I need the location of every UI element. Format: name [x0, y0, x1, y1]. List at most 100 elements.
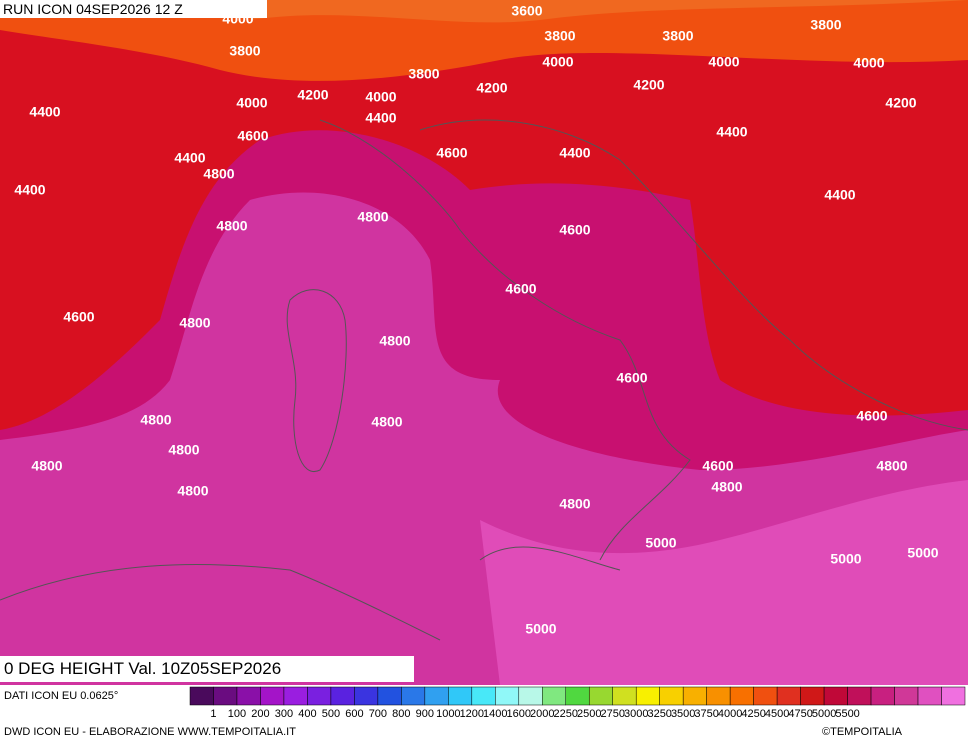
color-scale: 1 100 200 300 400 500 600 700 800 900 1000 1200 1400… — [189, 686, 966, 720]
contour-label: 4800 — [357, 209, 388, 225]
scale-label: 1 — [210, 708, 216, 720]
scale-swatch — [471, 686, 496, 706]
contour-label: 5000 — [830, 551, 861, 567]
contour-label: 4000 — [542, 54, 573, 70]
contour-label: 3600 — [511, 3, 542, 19]
scale-swatch — [588, 686, 613, 706]
contour-label: 4800 — [140, 412, 171, 428]
scale-label: 300 — [275, 708, 293, 720]
source-text: DATI ICON EU 0.0625° — [4, 690, 118, 702]
scale-label: 4250 — [741, 708, 765, 720]
scale-swatch — [917, 686, 942, 706]
scale-label: 5000 — [812, 708, 836, 720]
scale-label: 1400 — [483, 708, 507, 720]
field-title: 0 DEG HEIGHT Val. 10Z05SEP2026 — [0, 656, 414, 682]
contour-label: 4000 — [853, 55, 884, 71]
contour-label: 4800 — [31, 458, 62, 474]
scale-swatch — [236, 686, 261, 706]
scale-label: 5500 — [835, 708, 859, 720]
contour-label: 3800 — [544, 28, 575, 44]
coastline — [319, 119, 968, 561]
contour-label: 5000 — [645, 535, 676, 551]
scale-label: 200 — [251, 708, 269, 720]
contour-label: 4200 — [476, 80, 507, 96]
contour-label: 4600 — [63, 309, 94, 325]
contour-label: 4200 — [885, 95, 916, 111]
contour-label: 4000 — [708, 54, 739, 70]
scale-swatch — [213, 686, 238, 706]
scale-swatch — [260, 686, 285, 706]
scale-swatch — [495, 686, 520, 706]
scale-swatch — [612, 686, 637, 706]
scale-swatch — [542, 686, 567, 706]
contour-label: 4400 — [174, 150, 205, 166]
scale-label: 800 — [392, 708, 410, 720]
scale-swatch — [941, 686, 966, 706]
scale-label: 3000 — [624, 708, 648, 720]
scale-swatch — [354, 686, 379, 706]
scale-swatch — [377, 686, 402, 706]
contour-label: 4400 — [365, 110, 396, 126]
scale-label: 2250 — [554, 708, 578, 720]
scale-swatch — [682, 686, 707, 706]
contour-label: 4800 — [177, 483, 208, 499]
contour-label: 4400 — [29, 104, 60, 120]
scale-swatch — [424, 686, 449, 706]
contour-label: 4800 — [216, 218, 247, 234]
scale-swatch — [776, 686, 801, 706]
scale-swatch — [729, 686, 754, 706]
contour-label: 3800 — [810, 17, 841, 33]
scale-swatch — [307, 686, 332, 706]
coastline — [0, 546, 621, 641]
band-3600 — [250, 0, 968, 23]
coastline — [286, 289, 347, 473]
legend: DATI ICON EU 0.0625° DWD ICON EU - ELABO… — [4, 686, 966, 738]
contour-label: 4400 — [824, 187, 855, 203]
scale-label: 2750 — [600, 708, 624, 720]
contour-label: 4800 — [711, 479, 742, 495]
contour-label: 4800 — [559, 496, 590, 512]
scale-label: 900 — [416, 708, 434, 720]
scale-label: 4750 — [788, 708, 812, 720]
scale-label: 2000 — [530, 708, 554, 720]
scale-label: 3250 — [647, 708, 671, 720]
scale-swatch — [894, 686, 919, 706]
scale-swatch — [847, 686, 872, 706]
contour-label: 4600 — [856, 408, 887, 424]
scale-swatch — [635, 686, 660, 706]
scale-label: 4500 — [765, 708, 789, 720]
scale-label: 1200 — [460, 708, 484, 720]
band-5000 — [480, 480, 968, 685]
contour-label: 4000 — [365, 89, 396, 105]
credit-text: DWD ICON EU - ELABORAZIONE WWW.TEMPOITAL… — [4, 726, 296, 738]
contour-label: 4800 — [203, 166, 234, 182]
scale-swatch — [283, 686, 308, 706]
contour-label: 4800 — [168, 442, 199, 458]
scale-label: 600 — [345, 708, 363, 720]
contour-label: 4400 — [14, 182, 45, 198]
contour-label: 4200 — [297, 87, 328, 103]
scale-swatch — [659, 686, 684, 706]
scale-label: 2500 — [577, 708, 601, 720]
contour-label: 4000 — [236, 95, 267, 111]
contour-label: 4800 — [379, 333, 410, 349]
contour-label: 4800 — [876, 458, 907, 474]
run-title: RUN ICON 04SEP2026 12 Z — [0, 0, 267, 18]
contour-label: 4800 — [371, 414, 402, 430]
scale-swatch — [870, 686, 895, 706]
scale-label: 400 — [298, 708, 316, 720]
scale-label: 700 — [369, 708, 387, 720]
scale-label: 4000 — [718, 708, 742, 720]
scale-swatch — [189, 686, 214, 706]
contour-label: 4600 — [505, 281, 536, 297]
contour-label: 4400 — [559, 145, 590, 161]
scale-swatch — [401, 686, 426, 706]
contour-label: 4400 — [716, 124, 747, 140]
scale-swatch — [518, 686, 543, 706]
scale-swatch — [800, 686, 825, 706]
contour-label: 4800 — [179, 315, 210, 331]
scale-swatch — [823, 686, 848, 706]
contour-label: 4600 — [616, 370, 647, 386]
